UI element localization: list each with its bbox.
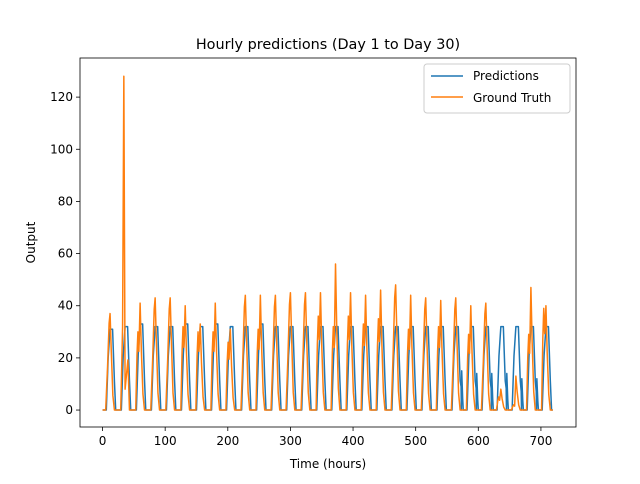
x-tick-label: 200	[216, 434, 239, 448]
x-tick-label: 300	[279, 434, 302, 448]
y-axis: 0 20 40 60 80 100 120	[50, 90, 80, 417]
x-tick-label: 400	[342, 434, 365, 448]
series-layer	[102, 75, 553, 411]
y-tick-label: 60	[58, 247, 73, 261]
legend: Predictions Ground Truth	[423, 63, 571, 114]
plot-frame	[79, 57, 577, 428]
plot-area	[79, 57, 577, 428]
x-tick-label: 0	[99, 434, 107, 448]
y-tick-label: 80	[58, 194, 73, 208]
ground-truth-line	[102, 75, 553, 411]
x-tick-label: 700	[529, 434, 552, 448]
chart-title: Hourly predictions (Day 1 to Day 30)	[196, 37, 460, 53]
y-tick-label: 40	[58, 299, 73, 313]
x-tick-label: 100	[154, 434, 177, 448]
x-tick-label: 600	[467, 434, 490, 448]
y-tick-label: 120	[50, 90, 73, 104]
x-tick-label: 500	[404, 434, 427, 448]
y-tick-label: 0	[65, 403, 73, 417]
y-tick-label: 100	[50, 142, 73, 156]
legend-label-predictions: Predictions	[473, 69, 539, 83]
y-axis-label: Output	[24, 221, 38, 263]
x-axis-label: Time (hours)	[289, 457, 366, 471]
y-tick-label: 20	[58, 351, 73, 365]
x-axis: 0 100 200 300 400 500 600 700	[99, 427, 552, 448]
legend-label-ground-truth: Ground Truth	[473, 91, 551, 105]
predictions-line	[102, 323, 553, 411]
